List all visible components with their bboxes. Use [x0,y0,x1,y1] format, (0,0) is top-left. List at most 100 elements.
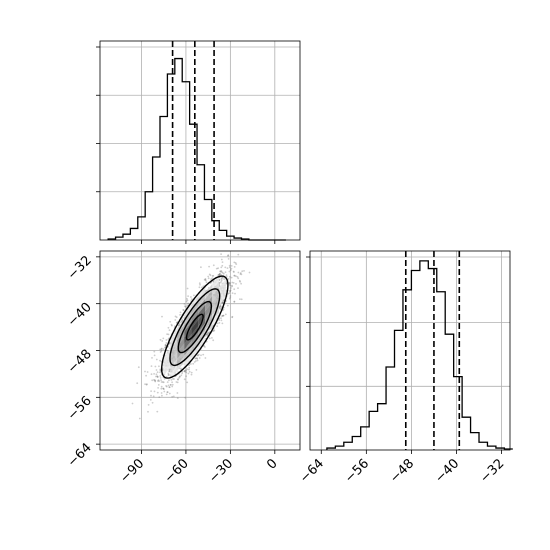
scatter-point [156,376,159,378]
scatter-point [157,379,160,381]
scatter-point [161,381,164,383]
scatter-point [158,365,160,368]
scatter-density-cell [212,312,219,327]
scatter-point [220,279,223,282]
scatter-point [181,318,184,321]
scatter-point [228,282,231,284]
scatter-point [169,320,172,323]
scatter-point [154,365,157,368]
scatter-point [180,374,183,377]
scatter-point [207,332,210,334]
scatter-point [233,271,235,273]
scatter-point [220,273,222,276]
scatter-point [166,349,169,352]
scatter-point [218,282,221,285]
scatter-point [183,378,186,381]
scatter-density-cell [212,293,219,309]
scatter-point [153,354,156,357]
scatter-point [153,373,156,375]
scatter-point [221,264,224,267]
scatter-point [181,372,184,375]
scatter-point [184,396,187,399]
scatter-point [219,305,222,308]
scatter-density-cell [184,304,192,320]
scatter-x-tick-label: 0 [264,456,280,472]
scatter-density-cell [191,320,199,335]
scatter-point [198,282,201,285]
scatter-point [229,295,232,297]
hist-y-quantile-lines [404,251,461,450]
scatter-point [160,348,163,351]
scatter-point [182,309,185,311]
scatter-density-cell [212,287,219,303]
scatter-point [204,279,207,282]
scatter-point [149,399,152,401]
hist-y-x-tick-labels: −64 −56 −48 −40 −32 [297,456,507,486]
scatter-point [171,381,174,384]
scatter-point [231,285,233,288]
scatter-point [222,308,225,311]
scatter-point [182,309,185,312]
scatter-point [173,378,175,380]
scatter-point [228,283,231,286]
scatter-density-cell [177,337,185,353]
scatter-point [212,339,215,342]
scatter-point [151,379,154,382]
scatter-point [221,276,224,279]
scatter-point [231,316,234,319]
scatter-point [222,314,225,317]
scatter-point [160,379,163,381]
scatter-point [233,300,236,303]
scatter-point [211,275,214,277]
scatter-point [174,319,177,321]
scatter-point [196,357,198,360]
scatter-point [179,311,182,314]
scatter-point [243,270,245,272]
scatter-point [229,290,232,293]
scatter-point [165,344,167,347]
scatter-point [185,306,187,308]
scatter-point [233,288,236,291]
scatter-point [239,272,242,274]
scatter-point [202,353,205,356]
scatter-point [221,261,224,263]
scatter-point [176,392,179,394]
scatter-contour-line [185,313,204,341]
scatter-point [163,388,165,390]
scatter-point [167,326,170,329]
scatter-point [239,298,241,300]
scatter-point [228,266,231,269]
scatter-point [208,273,211,276]
scatter-point [197,354,199,357]
scatter-point [169,384,172,386]
hist-x-frame [99,40,301,241]
scatter-point [230,287,232,289]
scatter-point [172,378,174,380]
scatter-point [159,377,162,379]
scatter-point [160,392,163,394]
scatter-point [164,344,167,346]
scatter-point [184,370,186,373]
scatter-point [231,284,233,287]
scatter-point [196,354,199,357]
scatter-point [186,287,189,290]
scatter-point [212,264,215,267]
scatter-point [225,275,228,278]
hist-x-quantile-lines [171,41,215,240]
scatter-point [217,267,220,270]
scatter-point [190,363,192,365]
scatter-y-tick-label: −32 [65,253,95,283]
scatter-point [218,273,220,276]
scatter-point [161,394,163,397]
scatter-point [203,279,206,281]
scatter-point [179,314,181,316]
scatter-point [224,271,227,274]
scatter-point [210,278,213,280]
scatter-density-cell [191,338,199,354]
scatter-point [237,271,240,274]
scatter-point [220,277,223,280]
scatter-point [185,371,188,374]
scatter-point [218,278,221,281]
scatter-point [200,354,202,357]
scatter-density-cell [219,278,226,294]
